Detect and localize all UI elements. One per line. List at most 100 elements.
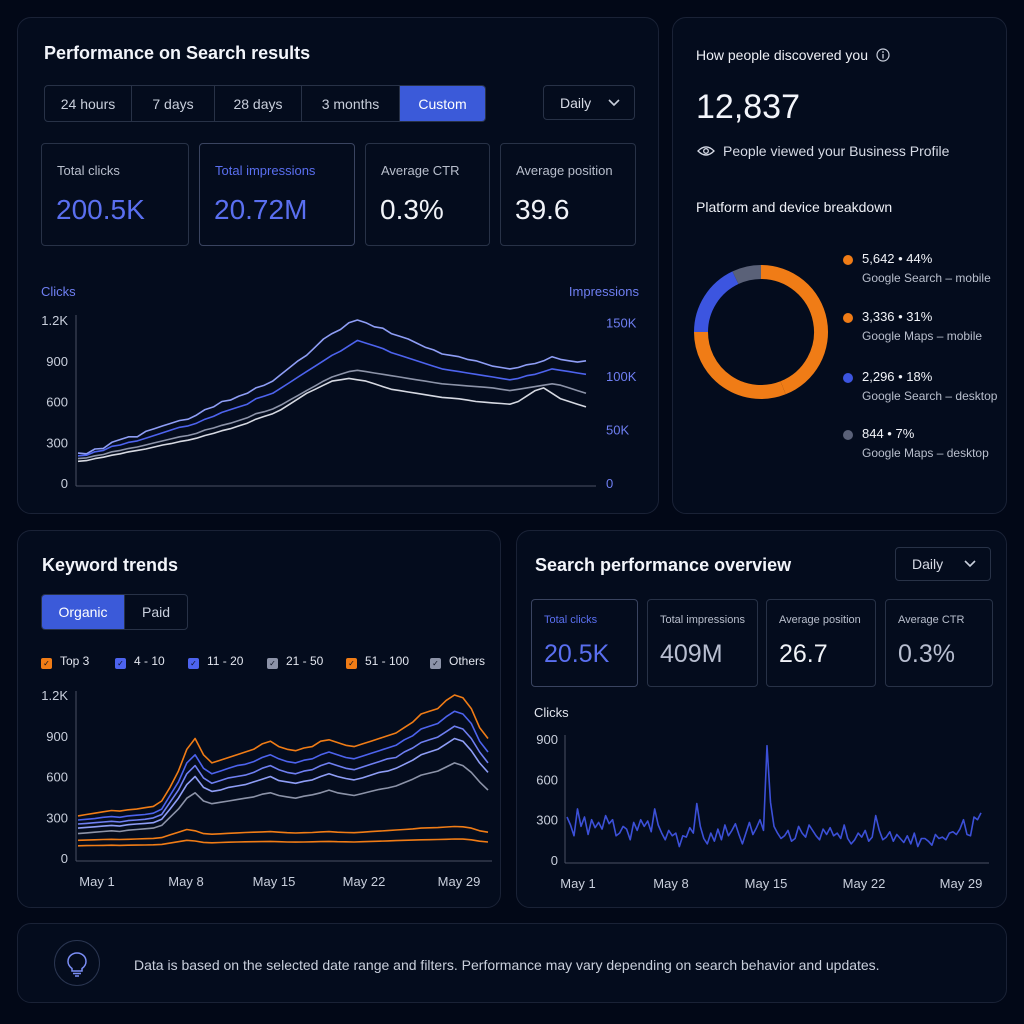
legend-label: Google Search – desktop (862, 389, 998, 403)
x-tick-label: May 8 (653, 876, 688, 891)
donut-slice (694, 271, 739, 333)
series-line (77, 339, 587, 457)
stat-label: Total impressions (660, 614, 745, 626)
donut-slice (732, 265, 762, 285)
y-tick-label-left: 600 (46, 395, 68, 410)
granularity-select[interactable]: Daily (543, 85, 635, 120)
series-line (77, 737, 489, 829)
stat-total-clicks[interactable]: Total clicks 200.5K (41, 143, 189, 246)
y-tick-label-left: 300 (46, 435, 68, 450)
footer-note: Data is based on the selected date range… (17, 923, 1007, 1003)
organic-paid-toggle: Organic Paid (41, 594, 188, 630)
legend-top-3[interactable]: ✓ Top 3 (41, 654, 89, 669)
stat-value: 39.6 (515, 194, 570, 225)
stat-value: 0.3% (380, 194, 444, 225)
overview-stat-average-position[interactable]: Average position 26.7 (766, 599, 876, 687)
legend-dot (843, 373, 853, 383)
granularity-value: Daily (560, 94, 592, 111)
keyword-trends-title: Keyword trends (42, 555, 179, 575)
stat-value: 0.3% (898, 640, 955, 668)
chevron-down-icon (608, 98, 620, 106)
performance-card: Performance on Search results 24 hours 7… (17, 17, 659, 514)
x-tick-label: May 29 (557, 496, 600, 498)
legend-value: 3,336 • 31% (862, 309, 933, 324)
lightbulb-icon (54, 940, 100, 986)
y-tick-label: 300 (46, 810, 68, 825)
y-tick-label-left: 1.2K (41, 313, 68, 328)
donut-slice (694, 331, 786, 399)
range-24-hours[interactable]: 24 hours (45, 86, 132, 121)
footer-text: Data is based on the selected date range… (134, 957, 880, 973)
profile-views-subtitle: People viewed your Business Profile (697, 143, 949, 159)
check-icon: ✓ (188, 658, 199, 669)
y-tick-label: 300 (536, 813, 558, 828)
x-tick-label: May 22 (843, 876, 886, 891)
series-line (77, 377, 587, 463)
x-tick-label: May 15 (253, 874, 296, 889)
granularity-value: Daily (912, 556, 944, 572)
legend-value: 2,296 • 18% (862, 369, 933, 384)
y-tick-label-left: 900 (46, 354, 68, 369)
search-overview-card: Search performance overview Daily Total … (516, 530, 1007, 908)
check-icon: ✓ (430, 658, 441, 669)
y-tick-label-right: 0 (606, 476, 613, 491)
y-tick-label: 600 (536, 772, 558, 787)
stat-total-impressions[interactable]: Total impressions 20.72M (199, 143, 355, 246)
x-tick-label: May 29 (438, 874, 481, 889)
series-line (77, 710, 489, 821)
keyword-trends-chart: 0 300 600 900 1.2K May 1 May 8 May 15 May 22 May … (41, 688, 492, 889)
stat-value: 20.5K (544, 640, 610, 668)
chevron-down-icon (964, 560, 976, 568)
overview-granularity-select[interactable]: Daily (895, 547, 991, 581)
discovery-card: How people discovered you 12,837 People … (672, 17, 1007, 514)
check-icon: ✓ (346, 658, 357, 669)
legend-51-100[interactable]: ✓ 51 - 100 (346, 654, 409, 669)
stat-label: Total clicks (57, 163, 120, 178)
y-tick-label: 900 (536, 732, 558, 747)
overview-chart-label: Clicks (534, 705, 569, 720)
stat-label: Average position (516, 163, 613, 178)
legend-label: Google Search – mobile (862, 271, 991, 285)
range-7-days[interactable]: 7 days (132, 86, 215, 121)
y-tick-label-right: 150K (606, 316, 637, 331)
legend-value: 5,642 • 44% (862, 251, 933, 266)
y-axis-label-right: Impressions (569, 284, 640, 299)
stat-value: 26.7 (779, 640, 828, 668)
x-tick-label: May 1 (79, 874, 114, 889)
range-28-days[interactable]: 28 days (215, 86, 302, 121)
overview-stat-total-clicks[interactable]: Total clicks 20.5K (531, 599, 638, 687)
overview-stat-average-ctr[interactable]: Average CTR 0.3% (885, 599, 993, 687)
x-tick-label: May 1 (560, 876, 595, 891)
eye-icon (697, 146, 715, 156)
legend-others[interactable]: ✓ Others (430, 654, 485, 669)
toggle-organic[interactable]: Organic (42, 595, 125, 629)
series-line (77, 725, 489, 825)
y-tick-label: 1.2K (41, 688, 68, 703)
legend-dot (843, 430, 853, 440)
stat-average-position[interactable]: Average position 39.6 (500, 143, 636, 246)
range-3-months[interactable]: 3 months (302, 86, 400, 121)
overview-stat-total-impressions[interactable]: Total impressions 409M (647, 599, 758, 687)
x-tick-label: May 22 (452, 496, 495, 498)
stat-label: Average position (779, 614, 861, 626)
legend-4-10[interactable]: ✓ 4 - 10 (115, 654, 165, 669)
x-tick-label: May 15 (745, 876, 788, 891)
series-line (77, 694, 489, 817)
series-line (566, 744, 982, 848)
stat-value: 200.5K (56, 194, 145, 225)
legend-11-20[interactable]: ✓ 11 - 20 (188, 654, 243, 669)
info-icon (876, 48, 890, 62)
performance-title: Performance on Search results (44, 43, 311, 63)
overview-clicks-chart: 0 300 600 900 May 1 May 8 May 15 May 22 May 29 (536, 732, 989, 891)
legend-21-50[interactable]: ✓ 21 - 50 (267, 654, 323, 669)
y-axis-label-left: Clicks (41, 284, 76, 299)
toggle-paid[interactable]: Paid (141, 604, 171, 620)
breakdown-title: Platform and device breakdown (696, 199, 893, 215)
keyword-trends-card: Keyword trends Organic Paid 0 300 600 900 1.… (17, 530, 501, 908)
series-line (77, 838, 489, 847)
range-custom[interactable]: Custom (400, 86, 485, 121)
x-tick-label: May 29 (940, 876, 983, 891)
overview-title: Search performance overview (535, 555, 792, 575)
y-tick-label: 0 (551, 853, 558, 868)
stat-average-ctr[interactable]: Average CTR 0.3% (365, 143, 490, 246)
